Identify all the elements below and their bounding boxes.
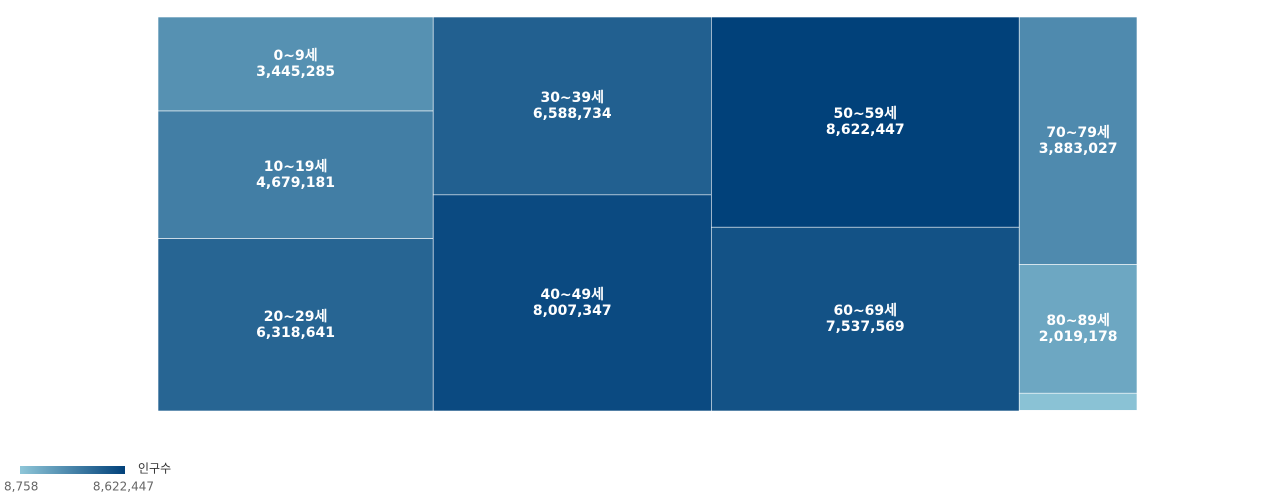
tile-value: 4,679,181 <box>256 175 335 191</box>
tile <box>432 194 712 412</box>
tile <box>1018 392 1138 411</box>
legend-min: 8,758 <box>4 480 38 494</box>
tile-label: 80~89세 <box>1046 313 1110 329</box>
tile <box>157 110 434 239</box>
tile <box>432 16 712 196</box>
tile-value: 3,883,027 <box>1039 141 1118 157</box>
tile-label: 70~79세 <box>1046 125 1110 141</box>
tile-label: 30~39세 <box>540 90 604 106</box>
color-scale-bar <box>20 466 125 474</box>
legend-max: 8,622,447 <box>93 480 154 494</box>
tile <box>711 16 1020 228</box>
tile-label: 60~69세 <box>833 303 897 319</box>
tile-label: 20~29세 <box>264 309 328 325</box>
tile <box>1018 410 1138 412</box>
tile-label: 0~9세 <box>274 48 318 64</box>
tile <box>711 226 1020 412</box>
tile-value: 6,318,641 <box>256 325 335 341</box>
tile <box>1018 16 1138 265</box>
tile-value: 8,007,347 <box>533 303 612 319</box>
tile-value: 3,445,285 <box>256 64 335 80</box>
tile-label: 40~49세 <box>540 287 604 303</box>
tile-label: 10~19세 <box>264 159 328 175</box>
tile-label: 50~59세 <box>833 106 897 122</box>
tile <box>157 238 434 412</box>
tile-value: 8,622,447 <box>826 122 905 138</box>
tile-value: 7,537,569 <box>826 319 905 335</box>
tile-value: 2,019,178 <box>1039 329 1118 345</box>
tile <box>157 16 434 112</box>
tile-value: 6,588,734 <box>533 106 612 122</box>
legend-title: 인구수 <box>138 462 171 476</box>
